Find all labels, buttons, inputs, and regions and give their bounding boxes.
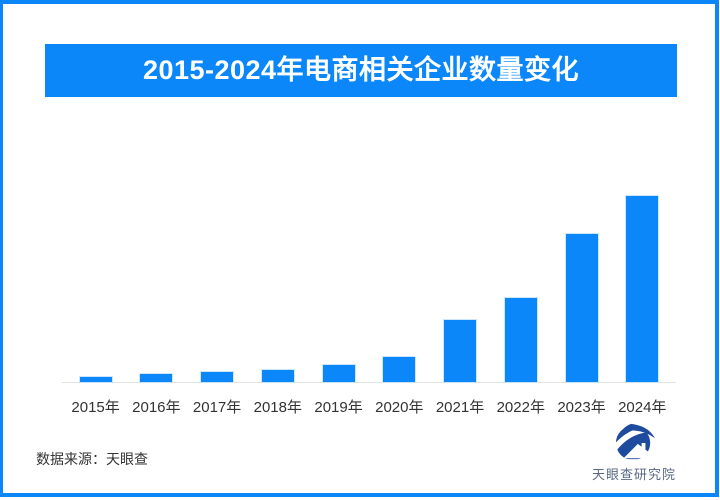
bar-2021年 <box>444 320 477 382</box>
bar-2015年 <box>79 376 112 382</box>
chart-title: 2015-2024年电商相关企业数量变化 <box>142 55 580 85</box>
x-axis-label: 2016年 <box>132 399 181 416</box>
x-axis-label: 2021年 <box>435 399 485 416</box>
x-axis-label: 2024年 <box>618 399 667 416</box>
x-axis-label: 2022年 <box>496 399 545 416</box>
x-axis-label: 2020年 <box>375 399 424 416</box>
x-axis-label: 2023年 <box>557 399 606 416</box>
tianyancha-logo-icon <box>610 423 658 462</box>
bar-2017年 <box>201 371 234 382</box>
bar-2024年 <box>626 196 659 382</box>
data-source-note: 数据来源：天眼查 <box>36 451 148 467</box>
bar-2022年 <box>504 297 537 382</box>
bar-2019年 <box>322 365 355 382</box>
bar-2016年 <box>140 374 173 382</box>
bar-2020年 <box>383 356 416 382</box>
x-axis-label: 2019年 <box>314 399 363 416</box>
x-axis-label: 2018年 <box>253 399 302 416</box>
x-axis-line <box>62 382 676 383</box>
bar-2023年 <box>565 233 598 382</box>
tianyancha-logo: 天眼查研究院 <box>576 422 692 483</box>
title-banner: 2015-2024年电商相关企业数量变化 <box>45 44 677 97</box>
tianyancha-logo-text: 天眼查研究院 <box>591 467 676 482</box>
bar-chart <box>62 190 676 383</box>
bar-2018年 <box>261 370 294 382</box>
x-axis-label: 2015年 <box>71 399 120 416</box>
x-axis-label: 2017年 <box>192 399 242 416</box>
